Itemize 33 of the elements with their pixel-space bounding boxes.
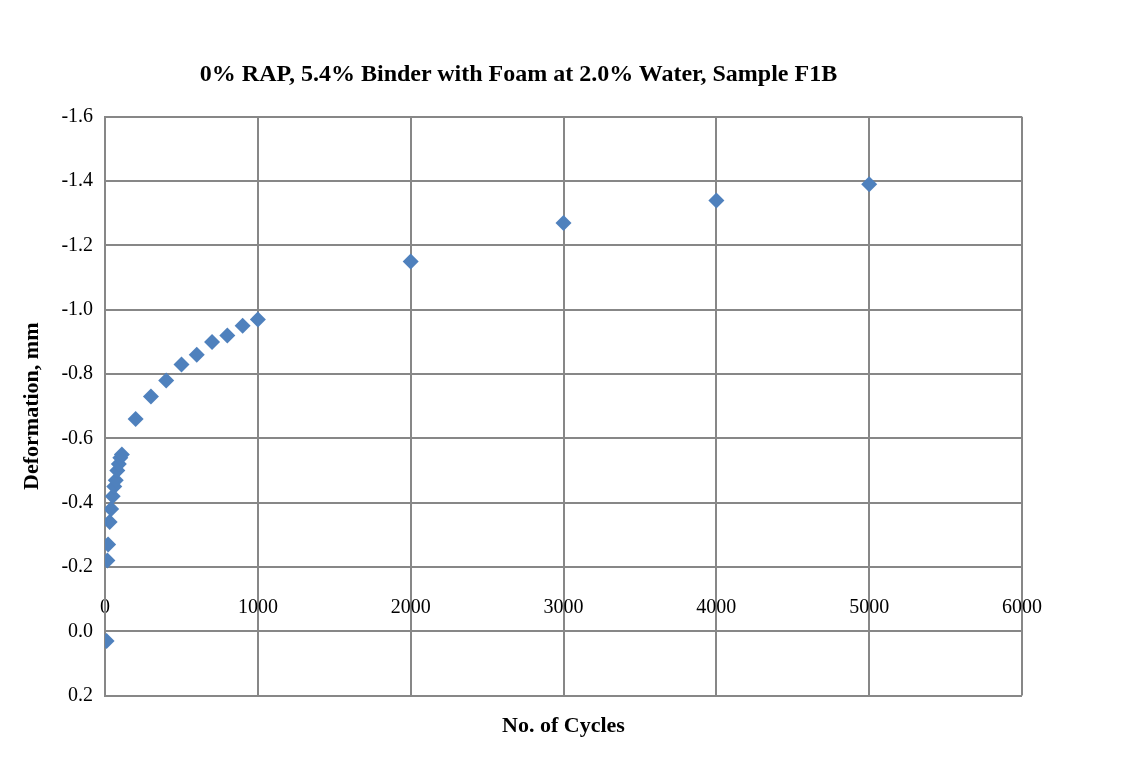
y-axis-title: Deformation, mm <box>17 322 43 490</box>
point <box>127 411 144 428</box>
x-tick-label: 1000 <box>237 594 278 617</box>
x-tick-label: 2000 <box>390 594 431 617</box>
y-tick-label: -0.2 <box>61 554 94 577</box>
point <box>234 317 251 334</box>
x-tick-label: 6000 <box>1002 594 1042 617</box>
point <box>249 311 266 328</box>
x-tick-label: 3000 <box>543 594 584 617</box>
x-axis-title: No. of Cycles <box>502 712 626 738</box>
x-tick-label: 4000 <box>696 594 737 617</box>
point <box>402 253 419 270</box>
point <box>555 214 572 231</box>
point <box>188 346 205 363</box>
y-tick-label: -1.6 <box>61 104 94 127</box>
y-tick-label: -1.0 <box>61 296 94 319</box>
y-tick-label: 0.2 <box>68 682 94 705</box>
y-tick-label: -1.4 <box>61 168 94 191</box>
y-tick-label: -0.6 <box>61 425 94 448</box>
chart-title: 0% RAP, 5.4% Binder with Foam at 2.0% Water, Sample F1B <box>199 59 838 86</box>
point <box>158 372 175 389</box>
y-tick-label: 0.0 <box>68 618 94 641</box>
point <box>173 356 190 373</box>
point <box>105 501 120 518</box>
y-tick-label: -1.2 <box>61 232 94 255</box>
point <box>861 176 878 193</box>
point <box>142 388 159 405</box>
point <box>219 327 236 344</box>
point <box>204 333 221 350</box>
y-tick-label: -0.4 <box>61 489 94 512</box>
point <box>708 192 725 209</box>
x-tick-label: 5000 <box>849 594 890 617</box>
y-tick-label: -0.8 <box>61 361 94 384</box>
